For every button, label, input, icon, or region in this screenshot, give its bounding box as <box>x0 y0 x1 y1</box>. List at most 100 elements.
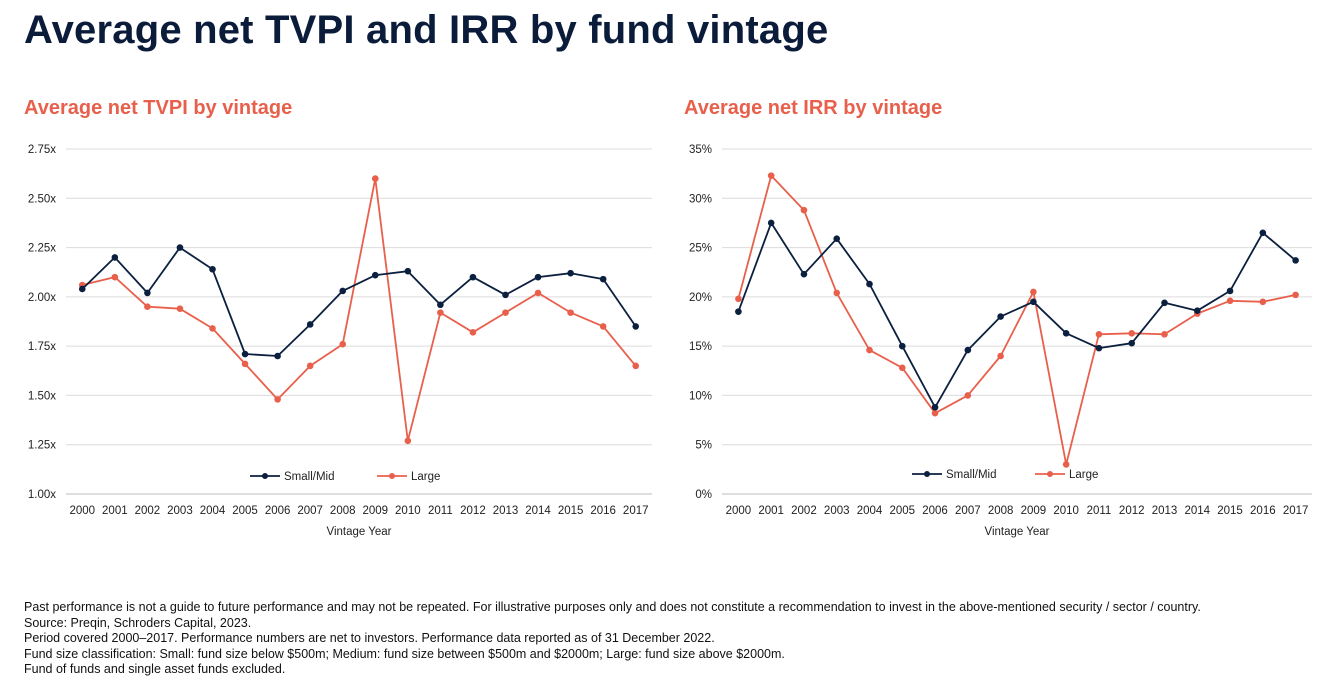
small-mid-data-point <box>144 289 151 297</box>
x-tick-label: 2007 <box>297 505 323 517</box>
x-tick-label: 2001 <box>102 505 128 517</box>
large-data-point <box>274 396 281 403</box>
small-mid-data-point <box>866 280 873 288</box>
x-tick-label: 2012 <box>1119 505 1145 517</box>
x-tick-label: 2014 <box>525 505 551 517</box>
small-mid-data-point <box>176 244 184 251</box>
small-mid-data-point <box>898 342 906 350</box>
x-tick-label: 2016 <box>1250 505 1276 517</box>
small-mid-legend-marker <box>262 473 268 479</box>
small-mid-data-point <box>339 287 347 295</box>
small-mid-legend-label: Small/Mid <box>946 469 996 481</box>
small-mid-legend-label: Small/Mid <box>284 471 334 483</box>
x-tick-label: 2008 <box>330 505 356 517</box>
x-tick-label: 2010 <box>1053 505 1079 517</box>
x-tick-label: 2009 <box>1021 505 1047 517</box>
y-tick-label: 2.75x <box>28 144 56 156</box>
small-mid-data-point <box>567 269 574 277</box>
y-tick-label: 5% <box>695 440 712 452</box>
large-data-point <box>1259 298 1267 306</box>
small-mid-series-line <box>81 246 637 357</box>
large-data-point <box>371 175 379 182</box>
footnote-disclaimer: Past performance is not a guide to futur… <box>24 600 1201 614</box>
large-data-point <box>767 172 775 179</box>
x-tick-label: 2012 <box>460 505 486 517</box>
small-mid-data-point <box>1030 298 1037 306</box>
large-data-point <box>241 360 249 368</box>
y-tick-label: 20% <box>689 292 712 304</box>
small-mid-data-point <box>371 271 379 279</box>
x-tick-label: 2017 <box>1283 505 1309 517</box>
large-data-point <box>437 309 444 316</box>
x-tick-label: 2010 <box>395 505 421 517</box>
tvpi-line-chart: 1.00x 1.25x 1.50x 1.75x 2.00x 2.25x 2.50x 2.75x… <box>28 144 652 538</box>
y-tick-label: 35% <box>689 144 712 156</box>
irr-line-chart: 0% 5% 10% 15% 20% 25% 30% 35% 2000 2001 2002 2003 20… <box>689 144 1312 538</box>
x-tick-label: 2011 <box>428 505 453 517</box>
x-tick-label: 2009 <box>362 505 388 517</box>
small-mid-data-point <box>632 323 640 330</box>
irr-chart-panel: Average net IRR by vintage 0% 5% 10% 15% 20%… <box>662 90 1324 590</box>
large-legend-label: Large <box>411 471 440 483</box>
large-data-point <box>833 289 841 297</box>
small-mid-data-point <box>931 403 939 411</box>
large-data-point <box>1128 330 1136 337</box>
large-data-point <box>735 295 742 303</box>
small-mid-series-line <box>737 221 1297 409</box>
x-tick-label: 2016 <box>590 505 616 517</box>
y-tick-label: 2.00x <box>28 292 56 304</box>
large-data-point <box>176 305 184 312</box>
y-tick-label: 15% <box>689 341 712 353</box>
x-tick-label: 2007 <box>955 505 981 517</box>
small-mid-data-point <box>437 301 444 309</box>
large-data-point <box>209 325 216 332</box>
x-tick-label: 2017 <box>623 505 649 517</box>
x-tick-label: 2000 <box>726 505 752 517</box>
large-data-point <box>567 309 574 316</box>
footnotes: Past performance is not a guide to futur… <box>24 600 1314 678</box>
small-mid-data-point <box>404 267 412 275</box>
large-legend-label: Large <box>1069 469 1098 481</box>
small-mid-data-point <box>1128 339 1136 347</box>
small-mid-data-point <box>1161 299 1168 307</box>
large-data-point <box>964 392 972 399</box>
small-mid-data-point <box>1095 344 1103 352</box>
small-mid-data-point <box>502 291 509 299</box>
x-tick-label: 2002 <box>791 505 817 517</box>
small-mid-data-point <box>111 254 119 261</box>
y-tick-label: 1.25x <box>28 440 56 452</box>
y-tick-label: 1.75x <box>28 341 56 353</box>
x-tick-label: 2015 <box>558 505 584 517</box>
large-data-point <box>1161 331 1168 338</box>
large-data-point <box>1030 288 1037 296</box>
large-series-line <box>82 177 637 442</box>
small-mid-data-point <box>964 346 972 354</box>
y-tick-label: 1.50x <box>28 390 56 402</box>
y-tick-label: 2.50x <box>28 193 56 205</box>
small-mid-data-point <box>1062 330 1070 337</box>
large-data-point <box>800 206 808 214</box>
small-mid-data-point <box>800 270 808 278</box>
footnote-period: Period covered 2000–2017. Performance nu… <box>24 631 715 645</box>
small-mid-data-point <box>274 352 281 360</box>
x-tick-label: 2011 <box>1087 505 1112 517</box>
small-mid-data-point <box>767 219 775 227</box>
x-tick-label: 2003 <box>167 505 193 517</box>
large-series-line <box>737 174 1296 466</box>
y-tick-label: 25% <box>689 243 712 255</box>
large-data-point <box>469 329 477 336</box>
tvpi-chart-title: Average net TVPI by vintage <box>24 97 293 119</box>
x-tick-label: 2004 <box>857 505 883 517</box>
y-tick-label: 30% <box>689 193 712 205</box>
small-mid-data-point <box>306 321 314 328</box>
large-data-point <box>931 409 939 417</box>
x-axis-label: Vintage Year <box>326 526 391 538</box>
large-data-point <box>144 303 151 311</box>
x-tick-label: 2013 <box>1152 505 1178 517</box>
small-mid-legend-marker <box>924 471 930 477</box>
x-tick-label: 2014 <box>1184 505 1210 517</box>
small-mid-data-point <box>1226 287 1234 295</box>
large-data-point <box>1062 461 1070 468</box>
small-mid-data-point <box>209 265 216 273</box>
y-tick-label: 0% <box>695 489 712 501</box>
